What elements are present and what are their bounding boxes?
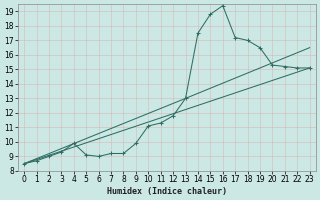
X-axis label: Humidex (Indice chaleur): Humidex (Indice chaleur): [107, 187, 227, 196]
